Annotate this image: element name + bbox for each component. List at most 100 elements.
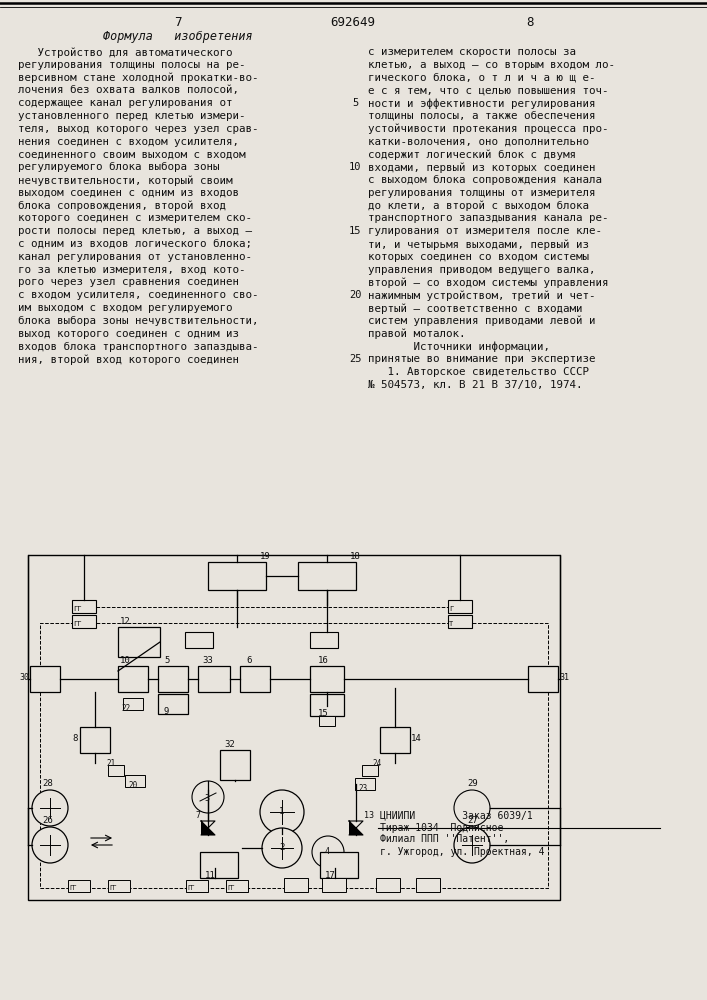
Text: 20: 20 [128, 781, 137, 790]
Text: блока сопровождения, второй вход: блока сопровождения, второй вход [18, 201, 226, 211]
Text: которого соединен с измерителем ско-: которого соединен с измерителем ско- [18, 213, 252, 223]
Text: соединенного своим выходом с входом: соединенного своим выходом с входом [18, 149, 245, 159]
Text: 5: 5 [164, 656, 170, 665]
Text: рого через узел сравнения соединен: рого через узел сравнения соединен [18, 277, 239, 287]
Text: ΓΓ: ΓΓ [73, 621, 81, 627]
Text: 26: 26 [42, 816, 53, 825]
Text: № 504573, кл. В 21 В 37/10, 1974.: № 504573, кл. В 21 В 37/10, 1974. [368, 380, 583, 390]
Bar [118, 666, 148, 692]
Text: 24: 24 [372, 759, 381, 768]
Circle shape [32, 790, 68, 826]
Text: входами, первый из которых соединен: входами, первый из которых соединен [368, 162, 595, 173]
Text: содержит логический блок с двумя: содержит логический блок с двумя [368, 149, 576, 160]
Bar [319, 716, 335, 726]
Text: 5: 5 [352, 98, 358, 108]
Text: Источники информации,: Источники информации, [368, 341, 550, 352]
Text: 8: 8 [73, 734, 78, 743]
Bar [220, 750, 250, 780]
Text: 692649: 692649 [330, 16, 375, 29]
Text: 29: 29 [467, 779, 478, 788]
Text: 10: 10 [120, 656, 131, 665]
Bar [226, 880, 248, 892]
Bar [125, 775, 145, 787]
Bar [298, 562, 356, 590]
Bar [416, 878, 440, 892]
Text: до клети, а второй с выходом блока: до клети, а второй с выходом блока [368, 201, 589, 211]
Bar [528, 666, 558, 692]
Circle shape [454, 827, 490, 863]
Text: принятые во внимание при экспертизе: принятые во внимание при экспертизе [368, 354, 595, 364]
Text: входов блока транспортного запаздыва-: входов блока транспортного запаздыва- [18, 341, 259, 352]
Bar [310, 666, 344, 692]
Text: 16: 16 [318, 656, 329, 665]
Text: 33: 33 [202, 656, 213, 665]
Text: выходом соединен с одним из входов: выходом соединен с одним из входов [18, 188, 239, 198]
Text: Тираж 1034  Подписное: Тираж 1034 Подписное [380, 823, 503, 833]
Text: 3: 3 [204, 794, 209, 803]
Bar [186, 880, 208, 892]
Text: вертый – соответственно с входами: вертый – соответственно с входами [368, 303, 583, 314]
Bar [322, 878, 346, 892]
Text: Τ: Τ [449, 621, 453, 627]
Text: Устройство для автоматического: Устройство для автоматического [18, 47, 233, 57]
Text: 17: 17 [325, 871, 336, 880]
Text: 2: 2 [279, 843, 284, 852]
Text: устойчивости протекания процесса про-: устойчивости протекания процесса про- [368, 124, 609, 134]
Bar [108, 765, 124, 776]
Text: 4: 4 [325, 847, 330, 856]
Bar [448, 600, 472, 613]
Text: нечувствительности, который своим: нечувствительности, который своим [18, 175, 233, 186]
Text: ΓΓ: ΓΓ [109, 886, 117, 891]
Text: управления приводом ведущего валка,: управления приводом ведущего валка, [368, 265, 595, 275]
Bar [310, 632, 338, 648]
Text: 7: 7 [195, 811, 200, 820]
Text: 20: 20 [349, 290, 361, 300]
Text: г. Ужгород, ул. Проектная, 4: г. Ужгород, ул. Проектная, 4 [380, 847, 544, 857]
Text: лочения без охвата валков полосой,: лочения без охвата валков полосой, [18, 85, 239, 95]
Text: 13: 13 [364, 811, 374, 820]
Bar [208, 562, 266, 590]
Text: 28: 28 [42, 779, 53, 788]
Text: гулирования от измерителя после кле-: гулирования от измерителя после кле- [368, 226, 602, 236]
Bar [123, 698, 143, 710]
Circle shape [262, 828, 302, 868]
Text: 25: 25 [349, 354, 361, 364]
Text: клетью, а выход – со вторым входом ло-: клетью, а выход – со вторым входом ло- [368, 60, 615, 70]
Text: гического блока, о т л и ч а ю щ е-: гического блока, о т л и ч а ю щ е- [368, 73, 595, 83]
Bar [68, 880, 90, 892]
Text: ΓΓ: ΓΓ [73, 606, 81, 612]
Text: канал регулирования от установленно-: канал регулирования от установленно- [18, 252, 252, 262]
Text: 1: 1 [279, 807, 284, 816]
Text: 31: 31 [559, 673, 569, 682]
Bar [72, 615, 96, 628]
Polygon shape [349, 821, 363, 835]
Circle shape [192, 781, 224, 813]
Text: второй – со входом системы управления: второй – со входом системы управления [368, 277, 609, 288]
Text: содержащее канал регулирования от: содержащее канал регулирования от [18, 98, 233, 108]
Text: ти, и четырьмя выходами, первый из: ти, и четырьмя выходами, первый из [368, 239, 589, 249]
Circle shape [32, 827, 68, 863]
Text: с выходом блока сопровождения канала: с выходом блока сопровождения канала [368, 175, 602, 185]
Text: 8: 8 [526, 16, 534, 29]
Text: 15: 15 [318, 709, 329, 718]
Text: 22: 22 [121, 704, 130, 713]
Text: которых соединен со входом системы: которых соединен со входом системы [368, 252, 589, 262]
Text: ности и эффективности регулирования: ности и эффективности регулирования [368, 98, 595, 109]
Bar [355, 778, 375, 790]
Text: регулируемого блока выбора зоны: регулируемого блока выбора зоны [18, 162, 219, 172]
Text: 7: 7 [174, 16, 182, 29]
Text: ΓΓ: ΓΓ [187, 886, 194, 891]
Text: регулирования толщины полосы на ре-: регулирования толщины полосы на ре- [18, 60, 245, 70]
Bar [376, 878, 400, 892]
Text: 9: 9 [164, 707, 170, 716]
Bar [198, 666, 230, 692]
Bar [320, 852, 358, 878]
Text: катки-волочения, оно дополнительно: катки-волочения, оно дополнительно [368, 137, 589, 147]
Circle shape [454, 790, 490, 826]
Text: с входом усилителя, соединенного сво-: с входом усилителя, соединенного сво- [18, 290, 259, 300]
Text: 1. Авторское свидетельство СССР: 1. Авторское свидетельство СССР [368, 367, 589, 377]
Text: 15: 15 [349, 226, 361, 236]
Text: Формула   изобретения: Формула изобретения [103, 30, 253, 43]
Text: 18: 18 [350, 552, 361, 561]
Text: е с я тем, что с целью повышения точ-: е с я тем, что с целью повышения точ- [368, 85, 609, 95]
